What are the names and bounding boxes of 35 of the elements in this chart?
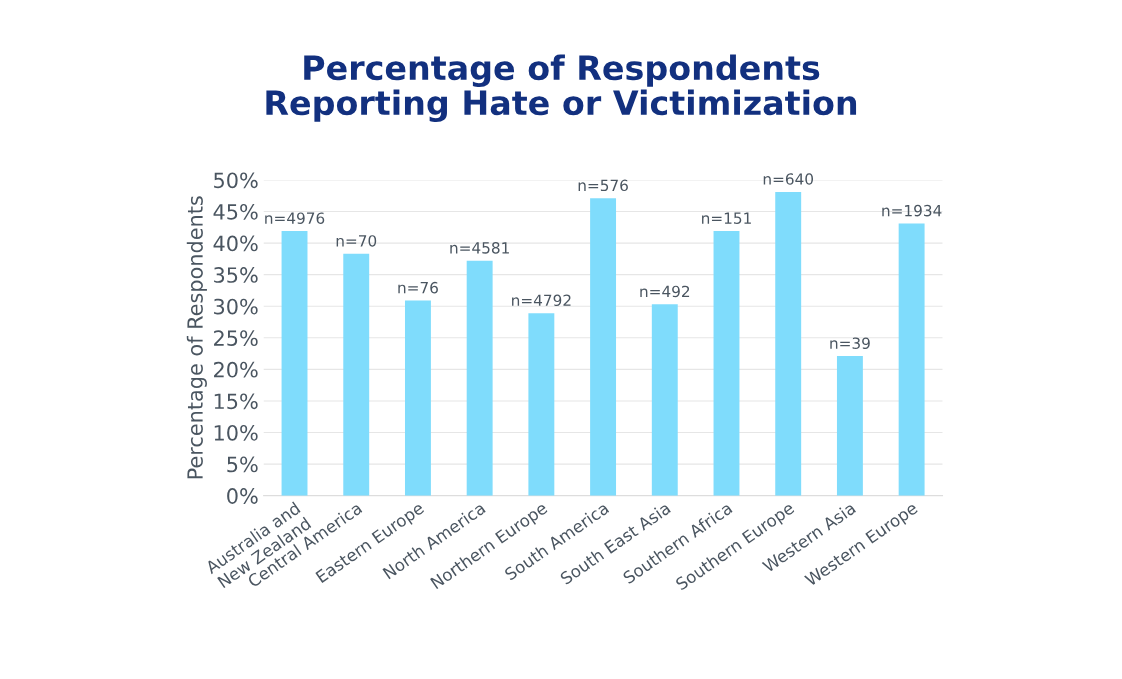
bar xyxy=(713,231,740,496)
bar xyxy=(836,356,863,496)
annotation: n=76 xyxy=(398,281,438,294)
y-tick-label: 0% xyxy=(227,488,258,504)
annotation: n=576 xyxy=(578,179,628,192)
annotation: n=492 xyxy=(640,285,690,298)
bar xyxy=(466,260,493,496)
bar xyxy=(651,304,678,496)
bar xyxy=(281,231,308,496)
annotation: n=1934 xyxy=(882,204,942,217)
y-tick-label: 35% xyxy=(214,267,258,283)
y-tick-label: 10% xyxy=(214,424,258,441)
chart-title: Percentage of Respondents Reporting Hate or Victimization xyxy=(266,54,857,123)
y-tick-label: 20% xyxy=(214,361,258,378)
y-tick-label: 45% xyxy=(213,203,258,220)
y-tick-label: 40% xyxy=(213,235,258,252)
annotation: n=151 xyxy=(702,212,751,224)
annotation: n=640 xyxy=(763,173,814,185)
bar xyxy=(528,313,555,496)
y-tick-label: 50% xyxy=(214,172,258,189)
bar xyxy=(404,300,431,496)
annotation: n=4581 xyxy=(450,242,509,254)
bar xyxy=(590,198,617,496)
y-tick-label: 30% xyxy=(214,298,258,315)
y-axis-title: Percentage of Respondents xyxy=(186,196,207,479)
annotation: n=4792 xyxy=(512,294,571,307)
bar xyxy=(898,223,925,496)
bar xyxy=(775,191,802,496)
annotation: n=70 xyxy=(336,235,377,247)
y-tick-label: 25% xyxy=(214,330,258,347)
y-tick-label: 5% xyxy=(227,456,258,473)
bar xyxy=(343,253,370,496)
y-tick-label: 15% xyxy=(214,393,258,410)
annotation: n=4976 xyxy=(265,212,325,224)
annotation: n=39 xyxy=(830,337,870,349)
